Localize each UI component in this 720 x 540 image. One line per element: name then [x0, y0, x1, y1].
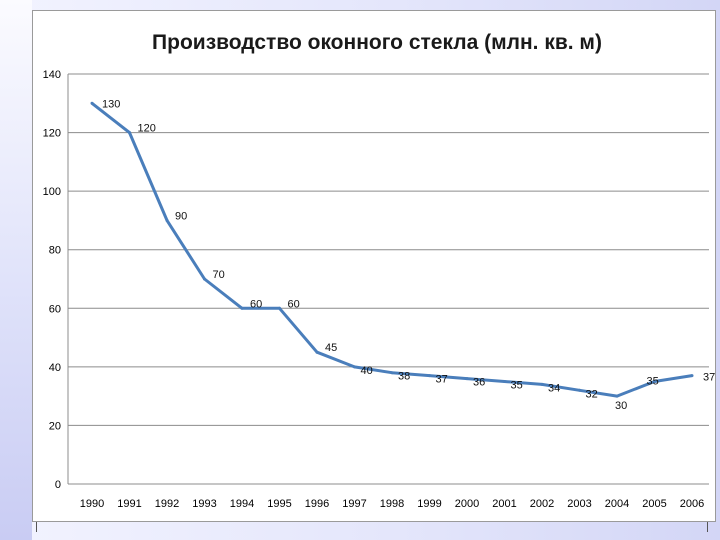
y-tick-label: 100 [43, 186, 61, 198]
x-tick-label: 1996 [305, 498, 329, 510]
bottom-left-corner-mark [36, 522, 37, 532]
data-point [315, 350, 319, 354]
data-point [390, 371, 394, 375]
data-label: 35 [511, 380, 523, 392]
data-label: 120 [138, 123, 156, 135]
y-tick-label: 40 [49, 362, 61, 374]
data-point [540, 382, 544, 386]
data-label: 130 [102, 98, 120, 110]
chart-title: Производство оконного стекла (млн. кв. м… [152, 31, 602, 54]
x-tick-label: 1997 [342, 498, 366, 510]
x-tick-label: 2006 [680, 498, 704, 510]
data-label: 38 [398, 371, 410, 383]
data-point [353, 365, 356, 369]
y-tick-label: 20 [49, 420, 61, 432]
x-tick-label: 2000 [455, 498, 479, 510]
data-point [278, 306, 281, 310]
data-label: 40 [361, 365, 373, 377]
x-tick-label: 1995 [267, 498, 291, 510]
data-point [503, 380, 506, 383]
data-label: 32 [586, 388, 598, 400]
data-labels: 130 120 90 70 60 60 45 40 38 37 36 35 34 32 30 35 37 [102, 98, 715, 412]
left-decorative-strip [0, 0, 32, 540]
x-tick-label: 1990 [80, 498, 104, 510]
data-label: 60 [250, 298, 262, 310]
x-tick-label: 1991 [117, 498, 141, 510]
gridlines [68, 73, 709, 426]
y-tick-label: 120 [43, 128, 61, 140]
bottom-right-corner-mark [707, 522, 708, 532]
x-tick-label: 1994 [230, 498, 254, 510]
data-label: 37 [703, 372, 715, 384]
data-point [165, 218, 169, 222]
data-point [240, 306, 244, 310]
x-tick-label: 1998 [380, 498, 404, 510]
data-point [128, 131, 131, 135]
data-label: 60 [288, 298, 300, 310]
y-tick-label: 0 [55, 479, 61, 491]
x-tick-label: 2004 [605, 498, 629, 510]
data-label: 45 [325, 342, 337, 354]
data-point [465, 377, 469, 381]
chart-slide [32, 10, 716, 522]
x-tick-label: 2005 [642, 498, 666, 510]
data-label: 30 [615, 400, 627, 412]
x-tick-label: 2003 [567, 498, 591, 510]
x-tick-label: 1999 [417, 498, 441, 510]
data-point [203, 277, 206, 281]
x-tick-label: 1993 [192, 498, 216, 510]
data-series [90, 101, 694, 398]
x-tick-label: 2001 [492, 498, 516, 510]
y-tick-label: 80 [49, 245, 61, 257]
data-label: 37 [436, 374, 448, 386]
x-tick-label: 2002 [530, 498, 554, 510]
y-tick-label: 60 [49, 303, 61, 315]
x-tick-label: 1992 [155, 498, 179, 510]
data-point [653, 380, 656, 383]
data-point [428, 374, 431, 378]
data-point [615, 394, 619, 398]
data-label: 90 [175, 210, 187, 222]
y-axis: 0 20 40 60 80 100 120 140 [43, 69, 69, 491]
data-point [90, 101, 94, 105]
data-point [578, 388, 581, 392]
x-axis: 1990 1991 1992 1993 1994 1995 1996 1997 1998 1999… [68, 483, 709, 510]
data-point [690, 374, 694, 378]
data-label: 34 [548, 382, 560, 394]
y-tick-label: 140 [43, 69, 61, 81]
data-label: 70 [213, 269, 225, 281]
data-label: 36 [473, 377, 485, 389]
data-label: 35 [647, 376, 659, 388]
